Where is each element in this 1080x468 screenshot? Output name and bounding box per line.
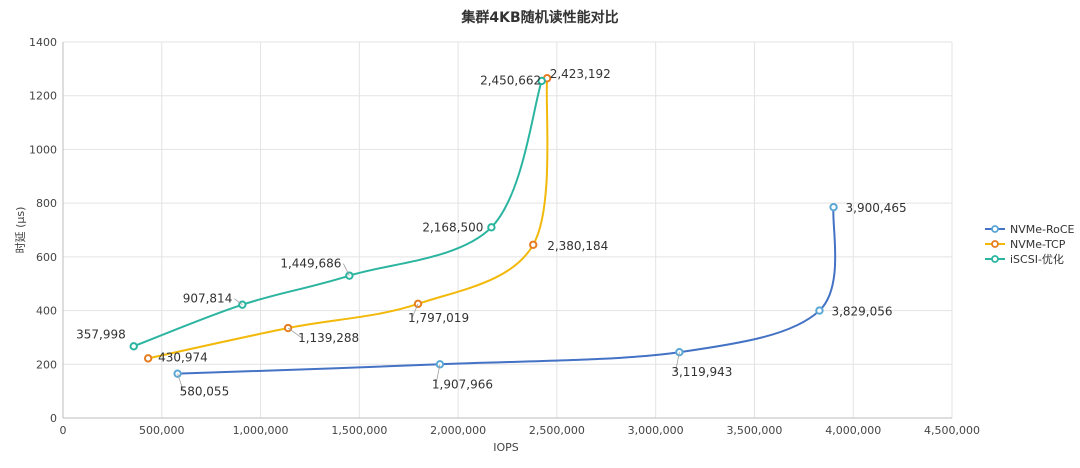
data-label: 2,450,662 [480, 73, 541, 87]
data-point[interactable] [815, 306, 824, 315]
data-label: 3,829,056 [831, 305, 892, 319]
label-leader-line [411, 303, 419, 319]
y-tick-label: 1200 [29, 90, 57, 103]
data-label: 580,055 [180, 385, 230, 399]
data-label: 2,168,500 [422, 220, 483, 234]
y-tick-label: 400 [36, 305, 57, 318]
x-tick-label: 1,500,000 [331, 424, 387, 437]
y-tick-label: 600 [36, 251, 57, 264]
series-line-iSCSI-优化 [133, 80, 543, 348]
label-leader-line [343, 263, 350, 276]
label-leader-line [435, 364, 441, 385]
series-lines [129, 74, 838, 378]
y-tick-label: 800 [36, 197, 57, 210]
data-point[interactable] [487, 223, 496, 232]
x-tick-label: 1,000,000 [233, 424, 289, 437]
data-label: 357,998 [76, 327, 126, 341]
axes: 0 500,000 1,000,000 1,500,000 2,000,000 2,500… [29, 36, 980, 437]
label-leader-line [177, 373, 184, 392]
data-point[interactable] [413, 299, 423, 309]
data-point[interactable] [283, 323, 293, 333]
legend-item[interactable]: iSCSI-优化 [985, 252, 1064, 266]
data-point[interactable] [537, 76, 546, 86]
x-tick-label: 2,000,000 [430, 424, 486, 437]
data-label: 430,974 [158, 350, 208, 364]
data-label: 3,119,943 [671, 365, 732, 379]
y-axis-title: 时延 (µs) [14, 207, 27, 254]
data-label: 2,380,184 [547, 239, 608, 253]
label-leader-line [234, 298, 243, 305]
x-tick-label: 2,500,000 [529, 424, 585, 437]
label-leader-line [674, 352, 680, 373]
y-tick-label: 1000 [29, 143, 57, 156]
x-tick-label: 4,000,000 [825, 424, 881, 437]
data-labels: 580,055 1,907,966 3,119,943 3,829,056 3,900,… [76, 67, 907, 399]
x-tick-label: 4,500,000 [924, 424, 980, 437]
chart-title: 集群4KB随机读性能对比 [460, 9, 618, 26]
label-leader-line [287, 327, 303, 339]
x-tick-label: 0 [60, 424, 67, 437]
y-tick-label: 1400 [29, 36, 57, 49]
data-label: 1,449,686 [280, 257, 341, 271]
legend-label: NVMe-TCP [1010, 238, 1066, 251]
legend-label: NVMe-RoCE [1010, 223, 1075, 236]
x-axis-title: IOPS [493, 441, 519, 454]
x-tick-label: 3,000,000 [628, 424, 684, 437]
data-point[interactable] [129, 342, 138, 351]
legend-swatch-marker [991, 255, 999, 263]
data-label: 1,797,019 [408, 311, 469, 325]
legend-item[interactable]: NVMe-TCP [985, 238, 1066, 251]
data-label: 3,900,465 [846, 201, 907, 215]
x-tick-label: 3,500,000 [726, 424, 782, 437]
legend-swatch-marker [991, 240, 999, 248]
x-tick-label: 500,000 [139, 424, 185, 437]
data-point[interactable] [173, 369, 182, 378]
data-label: 1,907,966 [432, 377, 493, 391]
legend-item[interactable]: NVMe-RoCE [985, 223, 1075, 236]
series-line-NVMe-RoCE [177, 207, 837, 375]
y-tick-label: 200 [36, 358, 57, 371]
legend-swatch-marker [991, 225, 999, 233]
legend-label: iSCSI-优化 [1010, 252, 1064, 266]
data-label: 2,423,192 [550, 67, 611, 81]
data-point[interactable] [829, 202, 838, 212]
data-point[interactable] [143, 354, 153, 363]
data-point[interactable] [529, 240, 538, 249]
data-label: 907,814 [183, 292, 233, 306]
data-label: 1,139,288 [298, 331, 359, 345]
y-tick-label: 0 [50, 412, 57, 425]
